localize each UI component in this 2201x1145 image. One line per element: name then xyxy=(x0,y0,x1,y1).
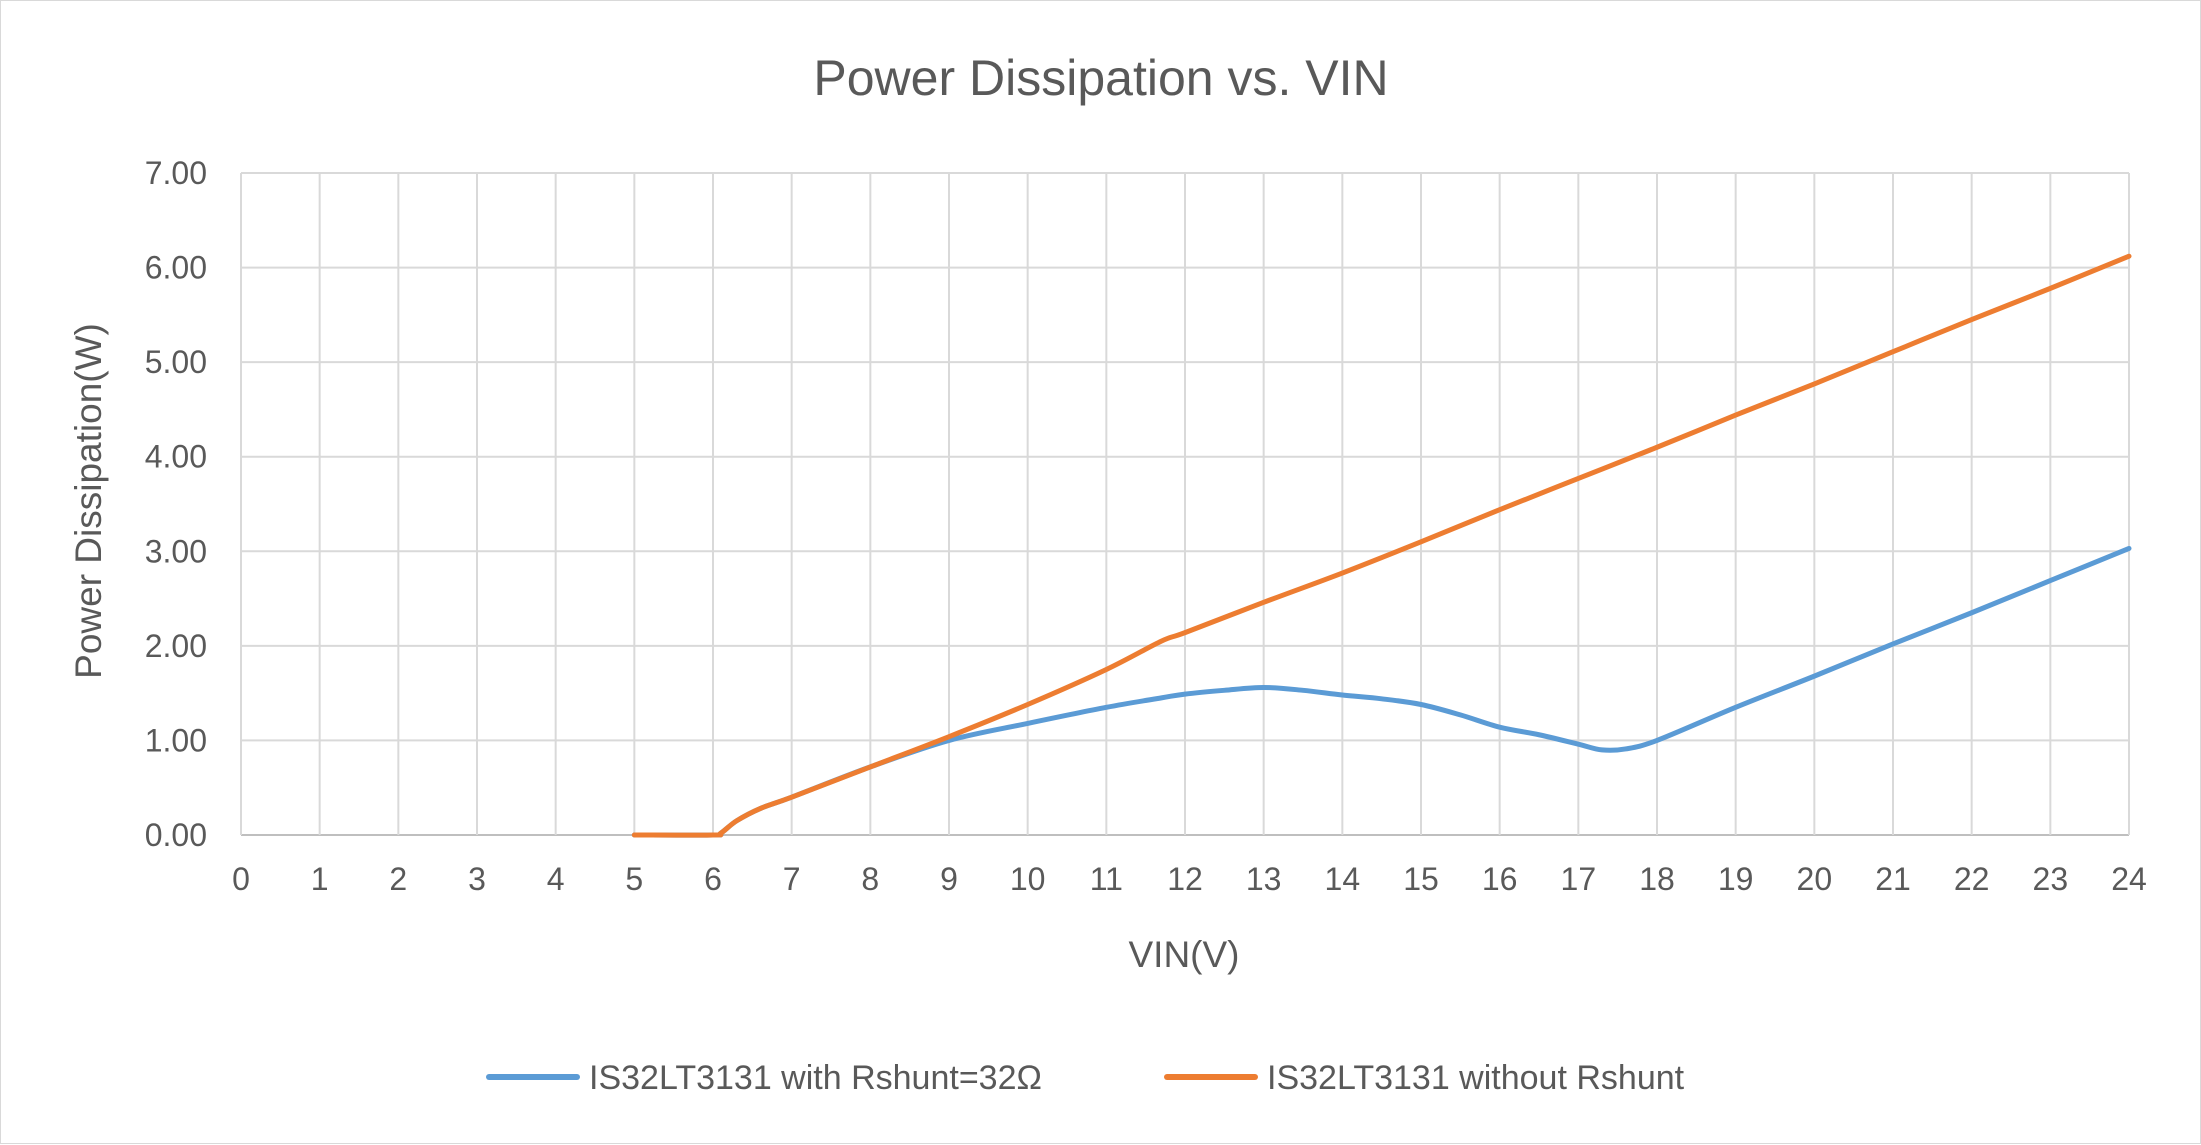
series-line-2 xyxy=(631,253,2132,838)
x-tick-label: 10 xyxy=(1010,861,1046,897)
x-tick-label: 1 xyxy=(311,861,329,897)
x-tick-label: 3 xyxy=(468,861,486,897)
x-tick-label: 19 xyxy=(1718,861,1754,897)
x-tick-label: 7 xyxy=(783,861,801,897)
y-axis-title: Power Dissipation(W) xyxy=(68,323,109,679)
x-tick-label: 11 xyxy=(1090,861,1123,897)
x-tick-label: 9 xyxy=(940,861,958,897)
x-axis-ticks: 0 1 2 3 4 5 6 7 8 9 10 11 12 13 14 15 16 17 18 19 20 21 22 23 24 xyxy=(232,861,2147,897)
x-tick-label: 5 xyxy=(625,861,643,897)
x-tick-label: 6 xyxy=(704,861,722,897)
x-tick-label: 8 xyxy=(861,861,879,897)
x-tick-label: 21 xyxy=(1875,861,1911,897)
legend: IS32LT3131 with Rshunt=32Ω IS32LT3131 wit… xyxy=(486,1059,1685,1097)
x-tick-label: 12 xyxy=(1167,861,1203,897)
chart-title: Power Dissipation vs. VIN xyxy=(813,50,1388,106)
x-tick-label: 17 xyxy=(1561,861,1597,897)
gridlines xyxy=(240,172,2130,836)
x-tick-label: 20 xyxy=(1797,861,1833,897)
series-lines xyxy=(631,253,2132,838)
x-tick-label: 23 xyxy=(2033,861,2069,897)
y-tick-label: 4.00 xyxy=(145,439,207,475)
x-tick-label: 13 xyxy=(1246,861,1282,897)
series-line-1 xyxy=(631,545,2132,838)
y-tick-label: 3.00 xyxy=(145,533,207,569)
y-axis-ticks: 0.00 1.00 2.00 3.00 4.00 5.00 6.00 7.00 xyxy=(145,155,207,853)
x-tick-label: 16 xyxy=(1482,861,1518,897)
x-tick-label: 0 xyxy=(232,861,250,897)
y-tick-label: 0.00 xyxy=(145,817,207,853)
y-tick-label: 1.00 xyxy=(145,722,207,758)
x-tick-label: 2 xyxy=(389,861,407,897)
x-axis-title: VIN(V) xyxy=(1129,934,1240,975)
x-tick-label: 4 xyxy=(547,861,565,897)
legend-label-2: IS32LT3131 without Rshunt xyxy=(1267,1059,1685,1097)
y-tick-label: 7.00 xyxy=(145,155,207,191)
x-tick-label: 24 xyxy=(2111,861,2147,897)
y-tick-label: 6.00 xyxy=(145,250,207,286)
x-tick-label: 14 xyxy=(1325,861,1361,897)
x-tick-label: 18 xyxy=(1639,861,1675,897)
y-tick-label: 5.00 xyxy=(145,344,207,380)
x-tick-label: 22 xyxy=(1954,861,1990,897)
x-tick-label: 15 xyxy=(1403,861,1439,897)
y-tick-label: 2.00 xyxy=(145,628,207,664)
legend-label-1: IS32LT3131 with Rshunt=32Ω xyxy=(589,1059,1042,1097)
